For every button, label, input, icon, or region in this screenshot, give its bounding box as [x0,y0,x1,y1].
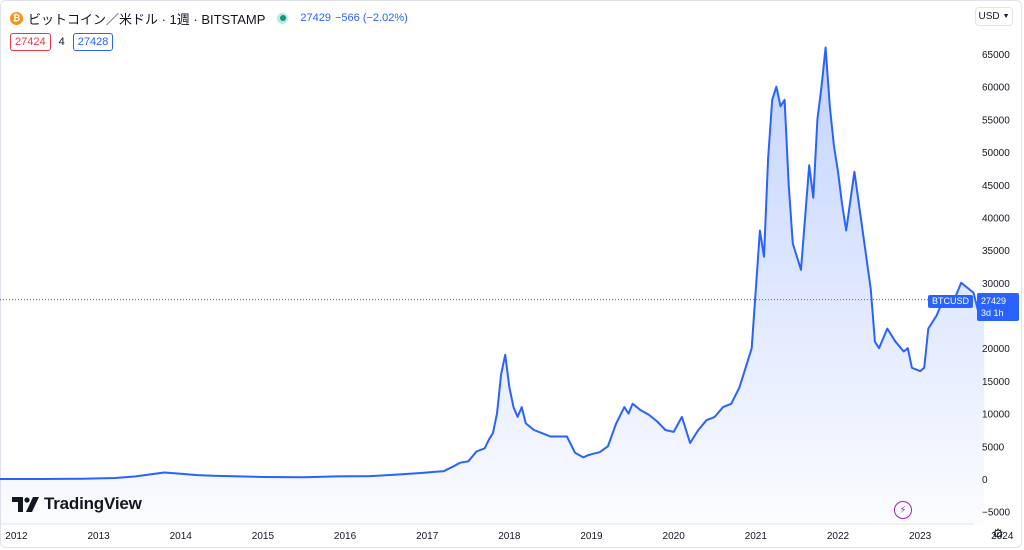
tradingview-logo[interactable]: TradingView [12,494,142,514]
y-tick-label: 15000 [982,377,1010,388]
x-tick-label: 2024 [991,531,1014,542]
tradingview-logo-text: TradingView [44,494,142,513]
gear-icon[interactable]: ⚙ [992,526,1004,541]
bid-button[interactable]: 27424 [10,33,51,51]
y-tick-label: 65000 [982,50,1010,61]
x-tick-label: 2014 [170,531,193,542]
bitcoin-icon: ₿ [10,11,23,25]
x-tick-label: 2012 [5,531,28,542]
y-tick-label: 45000 [982,181,1010,192]
y-tick-label: 50000 [982,148,1010,159]
price-line [0,46,986,480]
last-price-label: 27429 3d 1h [977,293,1019,321]
lightning-icon[interactable]: ⚡ [894,501,912,519]
y-tick-label: 5000 [982,442,1005,453]
price-axis[interactable]: −500005000100001500020000250003000035000… [982,50,1011,519]
y-tick-label: 30000 [982,279,1010,290]
x-tick-label: 2018 [498,531,521,542]
y-tick-label: 0 [982,475,988,486]
x-tick-label: 2016 [334,531,357,542]
x-tick-label: 2021 [745,531,768,542]
x-tick-label: 2013 [87,531,110,542]
x-tick-label: 2020 [663,531,686,542]
legend-change: −566 (−2.02%) [334,12,408,24]
x-tick-label: 2022 [827,531,850,542]
bid-ask: 27424 4 27428 [10,33,114,51]
market-open-icon [277,12,289,24]
symbol-price-label: BTCUSD [928,295,974,308]
x-tick-label: 2015 [252,531,275,542]
currency-selector[interactable]: USD ▼ [975,7,1013,26]
ask-button[interactable]: 27428 [72,33,114,51]
price-area-fill [0,47,985,524]
time-axis[interactable]: 2012 2013 2014 2015 2016 2017 2018 2019 2020 2021… [5,531,1014,542]
chevron-down-icon: ▼ [1002,13,1010,20]
currency-label: USD [978,11,1000,22]
y-tick-label: 10000 [982,410,1010,421]
last-price-value: 27429 [981,296,1007,306]
y-tick-label: 40000 [982,213,1010,224]
tradingview-logo-icon [12,496,39,512]
x-tick-label: 2017 [416,531,439,542]
y-tick-label: 60000 [982,83,1010,94]
y-tick-label: 20000 [982,344,1010,355]
bar-countdown: 3d 1h [981,308,1004,318]
symbol-title[interactable]: ビットコイン／米ドル · 1週 · BITSTAMP [28,11,266,27]
spread-value: 4 [58,36,65,48]
chart-legend: ₿ ビットコイン／米ドル · 1週 · BITSTAMP 27429 −566 … [10,9,408,27]
y-tick-label: −5000 [982,508,1011,519]
y-tick-label: 35000 [982,246,1010,257]
legend-price: 27429 [300,12,331,24]
y-tick-label: 55000 [982,115,1010,126]
x-tick-label: 2023 [909,531,932,542]
x-tick-label: 2019 [580,531,603,542]
